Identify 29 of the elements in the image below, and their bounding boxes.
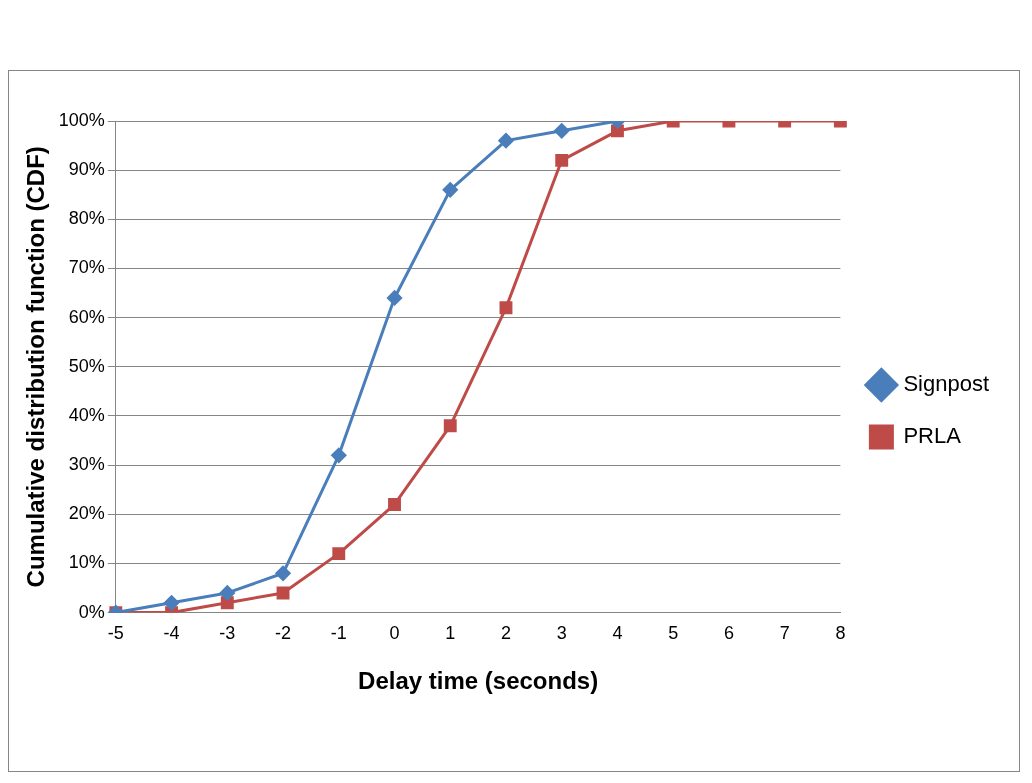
x-tick-label: -4 (163, 623, 180, 644)
y-tick-label: 30% (68, 454, 105, 475)
x-tick-label: -2 (275, 623, 292, 644)
x-tick-label: 3 (556, 623, 567, 644)
x-tick-label: 5 (668, 623, 679, 644)
x-tick-label: 4 (612, 623, 623, 644)
x-tick-label: 1 (445, 623, 456, 644)
x-tick-label: -5 (107, 623, 124, 644)
x-tick-label: 8 (835, 623, 846, 644)
y-tick-label: 70% (68, 257, 105, 278)
x-tick-label: 6 (723, 623, 734, 644)
y-tick-label: 100% (58, 109, 105, 130)
legend-label: Signpost (903, 371, 990, 397)
y-tick-label: 60% (68, 306, 105, 327)
x-tick-label: 2 (500, 623, 511, 644)
y-axis-title: Cumulative distribution function (CDF) (22, 146, 50, 588)
y-tick-label: 90% (68, 159, 105, 180)
y-tick-label: 10% (68, 552, 105, 573)
y-tick-label: 50% (68, 355, 105, 376)
x-tick-label: 7 (779, 623, 790, 644)
legend-label: PRLA (903, 423, 962, 449)
x-tick-label: -1 (330, 623, 347, 644)
y-tick-label: 80% (68, 208, 105, 229)
x-axis-title: Delay time (seconds) (358, 667, 599, 695)
x-tick-label: -3 (219, 623, 236, 644)
y-tick-label: 0% (78, 601, 105, 622)
y-tick-label: 20% (68, 503, 105, 524)
x-tick-label: 0 (389, 623, 400, 644)
y-tick-label: 40% (68, 404, 105, 425)
